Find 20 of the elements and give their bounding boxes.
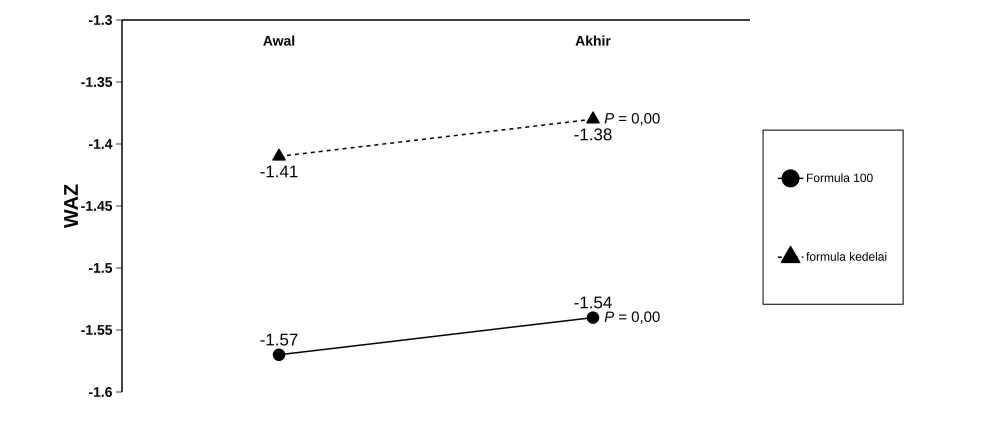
y-tick-label: -1.5 xyxy=(88,263,112,273)
y-tick-label: -1.4 xyxy=(88,139,112,149)
y-tick-label: -1.55 xyxy=(81,325,112,335)
annotation: P = 0,00 xyxy=(604,311,660,324)
data-label: -1.54 xyxy=(574,296,612,308)
data-label: -1.38 xyxy=(574,128,612,140)
point xyxy=(586,311,600,324)
x-tick-label: Akhir xyxy=(576,36,611,46)
point xyxy=(272,348,286,362)
y-axis-title: WAZ xyxy=(64,184,78,228)
y-tick-label: -1.45 xyxy=(81,201,112,211)
data-label: -1.41 xyxy=(260,166,298,178)
annotation: P = 0,00 xyxy=(604,113,660,126)
y-tick-label: -1.35 xyxy=(81,77,112,87)
y-tick-label: -1.6 xyxy=(88,387,112,397)
y-tick-label: -1.3 xyxy=(88,15,112,25)
legend-label: formula kedelai xyxy=(806,252,886,261)
x-tick-label: Awal xyxy=(263,36,294,46)
legend-label: Formula 100 xyxy=(807,173,873,182)
data-label: -1.57 xyxy=(260,334,298,346)
